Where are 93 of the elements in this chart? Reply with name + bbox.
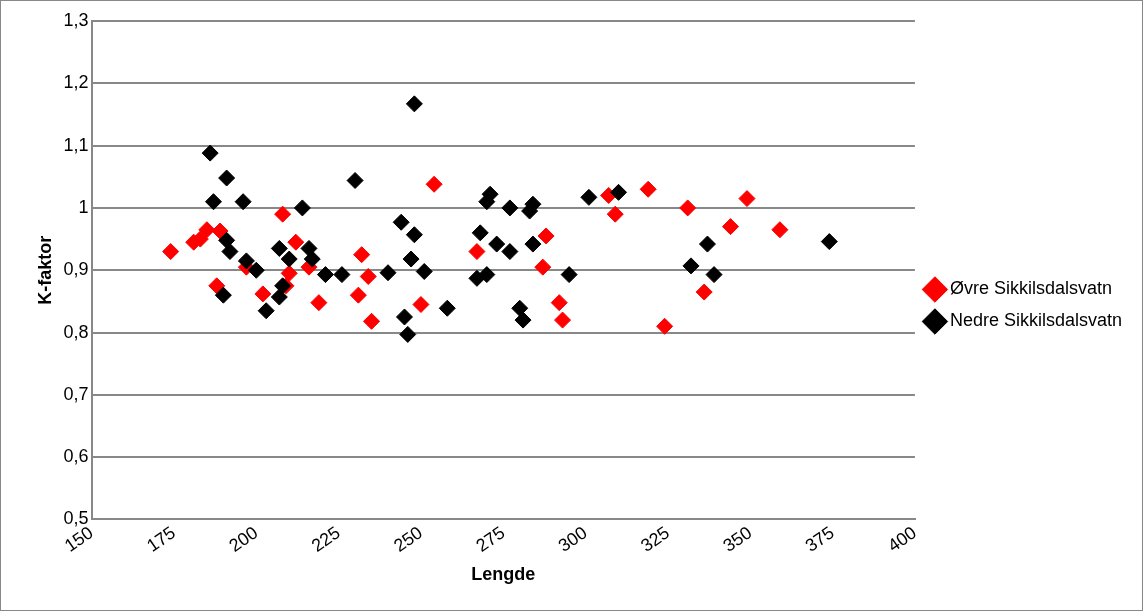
point: [310, 294, 328, 312]
point: [359, 267, 377, 285]
point: [698, 235, 716, 253]
point: [580, 188, 598, 206]
y-tick-label: 0,8: [63, 321, 89, 342]
x-tick-label: 275: [472, 522, 509, 556]
point: [438, 299, 456, 317]
point: [257, 302, 275, 320]
point: [379, 264, 397, 282]
point: [333, 266, 351, 284]
point: [363, 312, 381, 330]
point: [211, 222, 229, 240]
point: [412, 296, 430, 314]
point: [682, 257, 700, 275]
y-tick-label: 1: [78, 196, 89, 217]
point: [162, 243, 180, 261]
point: [247, 261, 265, 279]
x-tick-label: 375: [801, 522, 838, 556]
point: [201, 144, 219, 162]
point: [254, 285, 272, 303]
x-tick-label: 400: [884, 522, 921, 556]
point: [554, 311, 572, 329]
point: [293, 199, 311, 217]
x-tick-label: 200: [225, 522, 262, 556]
point: [300, 239, 318, 257]
point: [511, 299, 529, 317]
point: [501, 243, 519, 261]
point: [722, 218, 740, 236]
point: [303, 250, 321, 268]
y-tick-label: 0,9: [63, 259, 89, 280]
point: [218, 169, 236, 187]
point: [610, 183, 628, 201]
point: [679, 199, 697, 217]
point: [820, 233, 838, 251]
point: [501, 199, 519, 217]
point: [270, 288, 288, 306]
point: [425, 175, 443, 193]
point: [234, 193, 252, 211]
y-tick-label: 0,7: [63, 383, 89, 404]
x-tick-label: 175: [143, 522, 180, 556]
x-tick-label: 250: [390, 522, 427, 556]
point: [468, 243, 486, 261]
point: [208, 277, 226, 295]
point: [705, 266, 723, 284]
point: [514, 311, 532, 329]
point: [771, 221, 789, 239]
legend-label: Nedre Sikkilsdalsvatn: [949, 310, 1123, 331]
point: [287, 233, 305, 251]
point: [695, 283, 713, 301]
point: [550, 294, 568, 312]
point: [471, 224, 489, 242]
point: [399, 325, 417, 343]
point: [198, 221, 216, 239]
point: [606, 205, 624, 223]
y-tick-label: 0,6: [63, 446, 89, 467]
point: [402, 250, 420, 268]
point: [639, 180, 657, 198]
point: [221, 243, 239, 261]
y-tick-label: 1,1: [63, 134, 89, 155]
point: [656, 317, 674, 335]
point: [214, 286, 232, 304]
point: [204, 193, 222, 211]
point: [218, 231, 236, 249]
point: [738, 190, 756, 208]
y-axis-title: K-faktor: [34, 235, 55, 305]
x-tick-label: 300: [554, 522, 591, 556]
point: [488, 235, 506, 253]
point: [478, 266, 496, 284]
point: [405, 95, 423, 113]
x-axis-title: Lengde: [471, 564, 536, 585]
point: [316, 266, 334, 284]
point: [537, 227, 555, 245]
point: [280, 264, 298, 282]
point: [270, 239, 288, 257]
point: [395, 308, 413, 326]
point: [534, 258, 552, 276]
point: [415, 262, 433, 280]
x-tick-label: 350: [719, 522, 756, 556]
y-tick-label: 1,3: [63, 9, 89, 30]
point: [392, 213, 410, 231]
point: [237, 252, 255, 270]
x-tick-label: 225: [307, 522, 344, 556]
point: [280, 250, 298, 268]
point: [346, 172, 364, 190]
point: [349, 286, 367, 304]
point: [405, 226, 423, 244]
legend-label: Øvre Sikkilsdalsvatn: [949, 278, 1112, 299]
x-tick-label: 325: [637, 522, 674, 556]
point: [560, 266, 578, 284]
point: [353, 246, 371, 264]
y-tick-label: 1,2: [63, 72, 89, 93]
point: [274, 205, 292, 223]
point: [524, 235, 542, 253]
